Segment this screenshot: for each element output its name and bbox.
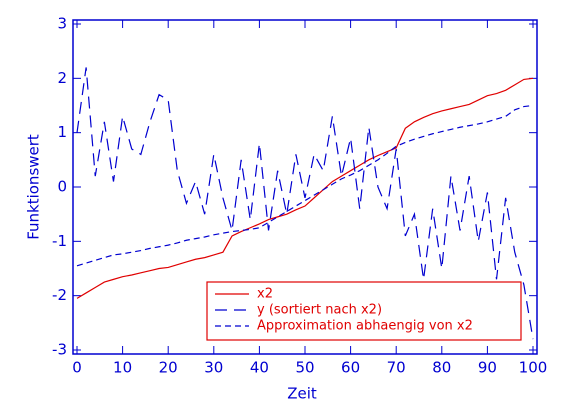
y-tick-label: -1	[52, 232, 67, 250]
x-tick-label: 80	[432, 359, 451, 377]
legend-label: Approximation abhaengig von x2	[257, 319, 473, 334]
series-line	[76, 77, 534, 299]
series-line	[76, 67, 534, 340]
x-tick-label: 0	[72, 359, 82, 377]
x-tick-label: 40	[250, 359, 269, 377]
y-axis-label: Funktionswert	[25, 134, 43, 240]
x-tick-label: 50	[295, 359, 314, 377]
x-tick-label: 30	[204, 359, 223, 377]
x-tick-label: 90	[478, 359, 497, 377]
series-line	[76, 104, 534, 267]
y-tick-label: 1	[57, 123, 67, 141]
legend-box	[206, 281, 522, 341]
y-tick-label: -3	[52, 341, 67, 359]
y-tick-label: 2	[57, 69, 67, 87]
x-axis-label: Zeit	[287, 385, 317, 403]
y-tick-label: 0	[57, 178, 67, 196]
y-tick-label: 3	[57, 15, 67, 33]
x-tick-label: 100	[519, 359, 548, 377]
legend-label: y (sortiert nach x2)	[257, 303, 382, 318]
x-tick-label: 60	[341, 359, 360, 377]
legend-label: x2	[257, 287, 273, 302]
y-tick-label: -2	[52, 286, 67, 304]
x-tick-label: 10	[113, 359, 132, 377]
x-tick-label: 70	[387, 359, 406, 377]
x-tick-label: 20	[159, 359, 178, 377]
